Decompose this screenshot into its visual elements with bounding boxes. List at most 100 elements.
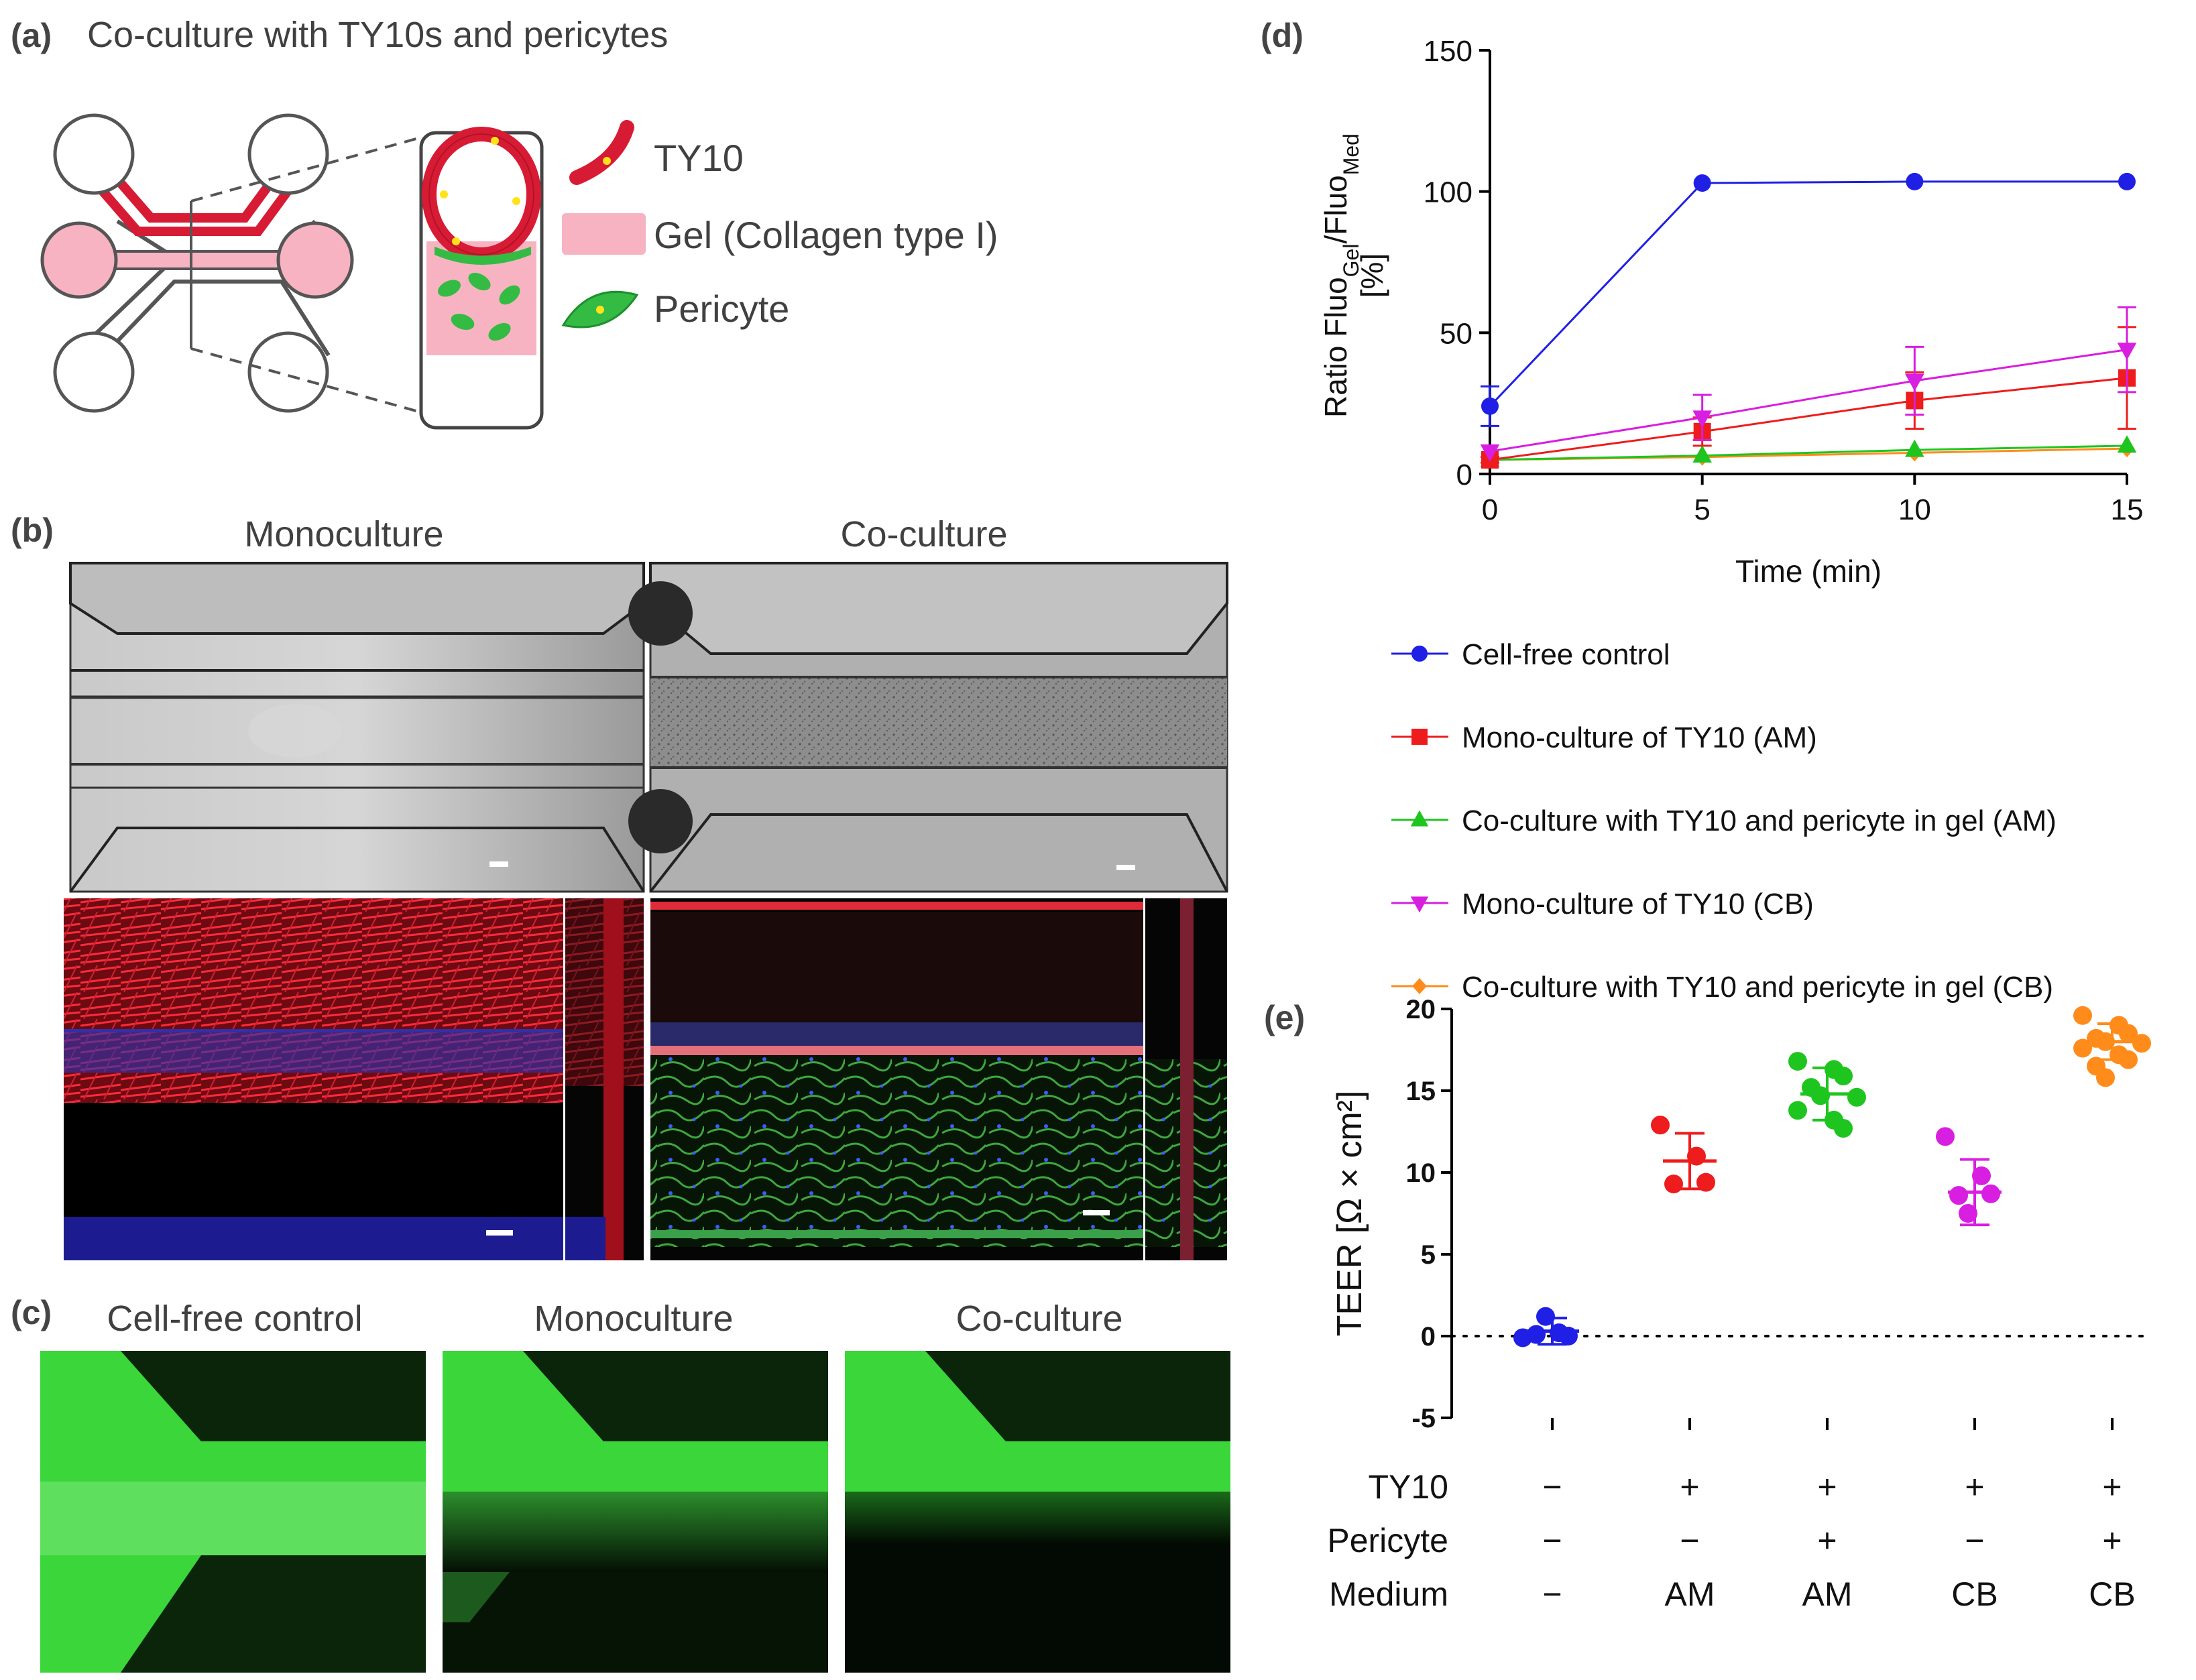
panel-e: (e) -5 0 5 10 15 20 TEER [Ω × cm²] TY10 Pericy…: [1264, 995, 2151, 1613]
data-point: [1949, 1186, 1968, 1205]
panel-b: (b) Monoculture Co-culture: [11, 512, 1228, 1260]
data-point: [1834, 1067, 1853, 1086]
data-point: [2073, 1038, 2092, 1058]
row-label: Medium: [1329, 1575, 1448, 1613]
condition-cell: AM: [1665, 1575, 1715, 1613]
panel-c-title-co: Co-culture: [956, 1299, 1122, 1339]
data-point: [1788, 1052, 1807, 1071]
condition-cell: +: [1817, 1522, 1837, 1559]
panel-a-legend: TY10 Gel (Collagen type I) Pericyte: [561, 120, 998, 330]
condition-cell: −: [1542, 1522, 1562, 1559]
chart-d-ylabel: Ratio FluoGel/FluoMed: [1318, 133, 1363, 418]
condition-cell: CB: [1951, 1575, 1998, 1613]
data-point: [1527, 1325, 1546, 1344]
data-point: [1834, 1119, 1853, 1138]
panel-b-label: (b): [11, 512, 54, 549]
condition-cell: +: [1680, 1468, 1699, 1506]
data-point: [1651, 1116, 1670, 1135]
panel-d: (d) 0 50 100 150 0 5 10 15 Ratio FluoGel/FluoMe…: [1261, 17, 2143, 1004]
legend-marker: [1410, 896, 1429, 913]
legend-marker: [1411, 729, 1428, 745]
ty10-icon: [569, 120, 634, 185]
x-tick-label: 15: [2111, 493, 2144, 526]
series-line: [1489, 377, 2128, 461]
panel-d-label: (d): [1261, 17, 1304, 54]
fluor-control: [40, 1351, 426, 1673]
y-tick-label: 0: [1456, 459, 1472, 491]
data-point: [2096, 1068, 2115, 1087]
panel-a: (a) Co-culture with TY10s and pericytes: [11, 15, 998, 430]
y-tick-label: 15: [1406, 1077, 1436, 1106]
condition-cell: CB: [2089, 1575, 2135, 1613]
ylabel-part-1: Ratio Fluo: [1318, 277, 1353, 418]
legend-marker: [1411, 646, 1428, 662]
legend-label: Mono-culture of TY10 (CB): [1462, 888, 1814, 920]
y-tick-label: -5: [1411, 1404, 1436, 1433]
x-tick-label: 10: [1898, 493, 1931, 526]
panel-b-title-mono: Monoculture: [244, 514, 443, 554]
chart-d-marks: [1480, 172, 2137, 469]
data-point: [1905, 439, 1924, 457]
legend-marker: [1410, 810, 1429, 827]
y-tick-label: 50: [1440, 317, 1472, 350]
condition-cell: +: [2102, 1468, 2122, 1506]
data-point: [1847, 1087, 1866, 1107]
condition-cell: −: [1542, 1575, 1562, 1613]
chart-d-xlabel: Time (min): [1735, 554, 1882, 589]
condition-cell: +: [1965, 1468, 1984, 1506]
chart-e-ylabel: TEER [Ω × cm²]: [1330, 1091, 1369, 1337]
y-tick-label: 5: [1421, 1240, 1436, 1270]
data-point: [1480, 444, 1500, 462]
data-point: [1959, 1204, 1977, 1223]
condition-cell: −: [1965, 1522, 1984, 1559]
ylabel-sub-2: Med: [1339, 133, 1363, 175]
x-tick-label: 5: [1694, 493, 1710, 526]
data-point: [2119, 1024, 2138, 1043]
fluor-mono: [443, 1351, 828, 1673]
condition-cell: +: [2102, 1522, 2122, 1559]
data-point: [1905, 373, 1924, 392]
data-point: [1693, 174, 1711, 192]
condition-cell: −: [1680, 1522, 1699, 1559]
legend-label: Cell-free control: [1462, 638, 1670, 671]
data-point: [2119, 1050, 2138, 1069]
y-tick-label: 100: [1424, 176, 1472, 209]
series-line: [1489, 180, 2127, 407]
gel-icon: [562, 213, 646, 255]
data-point: [1788, 1101, 1807, 1120]
legend-gel: Gel (Collagen type I): [654, 214, 998, 256]
data-point: [1972, 1166, 1991, 1185]
series-line: [1489, 349, 2128, 453]
data-point: [1696, 1173, 1715, 1192]
panel-c-title-mono: Monoculture: [534, 1299, 733, 1339]
brightfield-co: [628, 562, 1228, 893]
data-point: [2117, 343, 2137, 361]
y-tick-label: 0: [1421, 1322, 1436, 1352]
y-tick-label: 150: [1424, 35, 1472, 68]
y-tick-label: 10: [1406, 1158, 1436, 1188]
chart-e-marks: [1513, 1006, 2151, 1347]
condition-cell: −: [1542, 1468, 1562, 1506]
brightfield-mono: [69, 562, 645, 893]
data-point: [2118, 172, 2136, 190]
chart-e-axes: -5 0 5 10 15 20: [1406, 995, 2147, 1433]
row-label: Pericyte: [1327, 1522, 1448, 1559]
y-tick-label: 20: [1406, 995, 1436, 1024]
chart-d-axes: 0 50 100 150 0 5 10 15: [1424, 35, 2144, 526]
chart-e-condition-table: TY10 Pericyte Medium − − − + − AM + + AM + − CB + + CB: [1327, 1418, 2136, 1613]
legend-label: Co-culture with TY10 and pericyte in gel…: [1462, 804, 2057, 837]
fluorescence-co: [650, 898, 1227, 1260]
panel-a-label: (a): [11, 17, 52, 54]
data-point: [2117, 435, 2137, 453]
row-label: TY10: [1368, 1468, 1448, 1506]
data-point: [2073, 1006, 2092, 1025]
data-point: [1692, 410, 1712, 428]
data-point: [1692, 445, 1712, 463]
fluor-co: [845, 1351, 1230, 1673]
data-point: [1936, 1127, 1955, 1146]
panel-c: (c) Cell-free control Monoculture Co-cul…: [11, 1294, 1230, 1673]
legend-label: Mono-culture of TY10 (AM): [1462, 721, 1817, 754]
ylabel-sub-1: Gel: [1339, 244, 1363, 278]
legend-pericyte: Pericyte: [654, 288, 789, 330]
